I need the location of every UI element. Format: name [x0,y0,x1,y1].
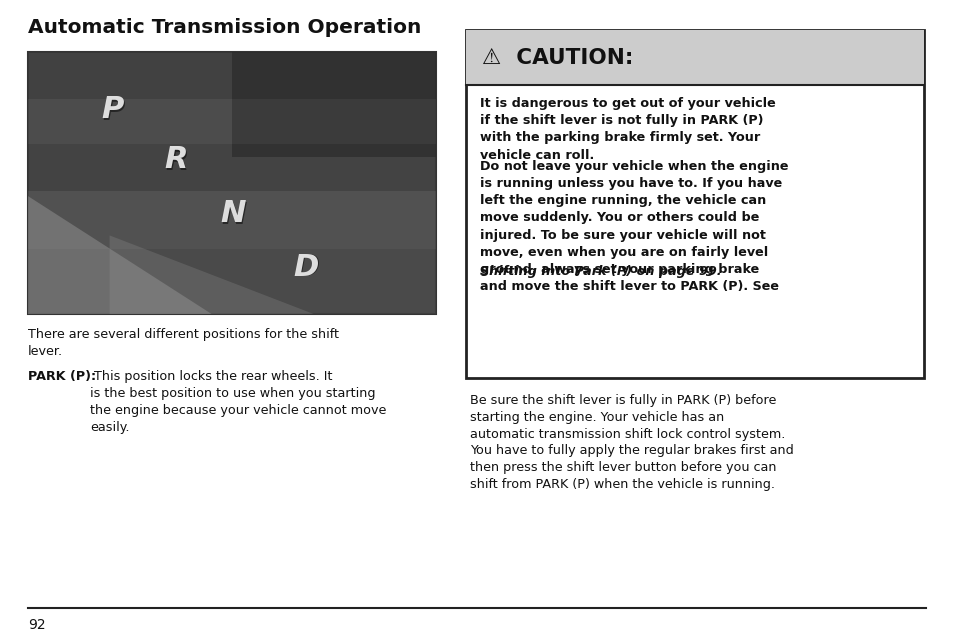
Bar [465,30,923,85]
Text: P: P [102,95,124,125]
Text: Shifting Into Park (P) on page 99.: Shifting Into Park (P) on page 99. [479,265,720,279]
Text: ⚠  CAUTION:: ⚠ CAUTION: [481,48,633,67]
Text: N: N [221,200,247,230]
Bar [28,144,436,191]
Text: D: D [293,252,318,282]
Text: PARK (P):: PARK (P): [28,370,96,383]
Bar [232,52,436,157]
Bar [28,191,436,249]
Bar [28,52,436,314]
Text: Do not leave your vehicle when the engine
is running unless you have to. If you : Do not leave your vehicle when the engin… [479,160,788,293]
Text: R: R [165,146,189,176]
Text: You have to fully apply the regular brakes first and
then press the shift lever : You have to fully apply the regular brak… [470,443,793,491]
Text: R: R [164,146,188,174]
Text: D: D [294,254,319,282]
Bar [28,52,436,99]
Text: P: P [103,97,125,125]
Polygon shape [28,196,212,314]
Text: 92: 92 [28,618,46,632]
Bar [465,30,923,378]
Text: N: N [220,200,246,228]
Bar [28,249,436,314]
Polygon shape [110,235,314,314]
Text: This position locks the rear wheels. It
is the best position to use when you sta: This position locks the rear wheels. It … [90,370,386,434]
Text: There are several different positions for the shift
lever.: There are several different positions fo… [28,328,338,358]
Text: Be sure the shift lever is fully in PARK (P) before
starting the engine. Your ve: Be sure the shift lever is fully in PARK… [470,394,784,441]
Text: Automatic Transmission Operation: Automatic Transmission Operation [28,18,421,37]
Bar [28,99,436,144]
Text: It is dangerous to get out of your vehicle
if the shift lever is not fully in PA: It is dangerous to get out of your vehic… [479,97,775,162]
